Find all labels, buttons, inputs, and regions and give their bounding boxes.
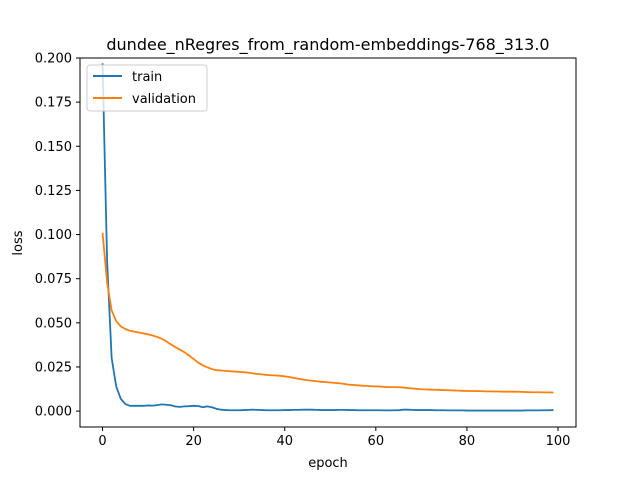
chart-title: dundee_nRegres_from_random-embeddings-76… (106, 35, 549, 55)
plot-lines (101, 63, 554, 412)
y-tick-label: 0.025 (35, 360, 72, 375)
series-line-train (101, 63, 554, 412)
y-tick-label: 0.050 (35, 316, 72, 331)
x-tick-label: 40 (276, 434, 293, 449)
legend: train validation (86, 64, 208, 112)
x-tick-label: 80 (459, 434, 476, 449)
y-axis-ticks: 0.000 0.025 0.050 0.075 0.100 0.125 0.150 0.175… (35, 52, 80, 420)
x-tick-label: 60 (368, 434, 385, 449)
x-axis-ticks: 0 20 40 60 80 100 (98, 427, 570, 449)
x-tick-label: 100 (546, 434, 571, 449)
y-tick-label: 0.125 (35, 184, 72, 199)
x-axis-label: epoch (308, 456, 348, 471)
y-tick-label: 0.200 (35, 52, 72, 67)
y-tick-label: 0.100 (35, 228, 72, 243)
y-tick-label: 0.000 (35, 405, 72, 420)
legend-label-train: train (132, 70, 162, 85)
y-tick-label: 0.150 (35, 140, 72, 155)
y-tick-label: 0.175 (35, 96, 72, 111)
plot-frame (79, 57, 577, 428)
legend-label-validation: validation (132, 92, 196, 107)
x-tick-label: 20 (185, 434, 202, 449)
y-axis-label: loss (11, 230, 26, 255)
y-tick-label: 0.075 (35, 272, 72, 287)
series-line-validation (101, 232, 554, 394)
x-tick-label: 0 (98, 434, 106, 449)
